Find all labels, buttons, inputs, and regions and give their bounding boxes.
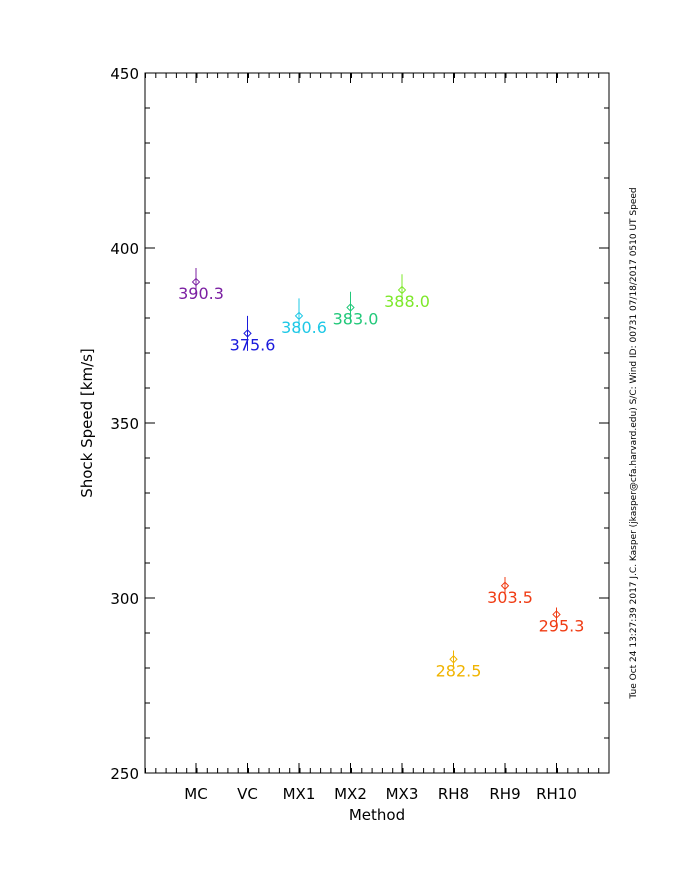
x-tick-label: MX3 [386,785,419,803]
y-axis-label: Shock Speed [km/s] [78,348,96,498]
data-label: 303.5 [487,588,533,607]
data-label: 383.0 [333,310,379,329]
y-tick-label: 300 [110,590,139,608]
plot-frame [144,72,610,774]
data-points: 390.3 375.6 380.6 383.0 388.0 282.5 303.5 295.3 [178,267,585,680]
x-tick-label: MX2 [334,785,367,803]
data-point [449,655,458,664]
x-tick-label: VC [237,785,258,803]
data-point [397,285,407,295]
data-point [552,610,561,619]
y-axis: 250 300 350 400 450 [110,65,609,783]
x-axis: MC VC MX1 MX2 MX3 RH8 RH9 RH10 [145,73,600,803]
data-label: 295.3 [539,616,585,635]
data-label: 390.3 [178,284,224,303]
data-point [500,581,510,590]
y-tick-label: 250 [110,765,139,783]
y-tick-label: 350 [110,415,139,433]
x-tick-label: MC [184,785,207,803]
data-label: 282.5 [436,661,482,680]
x-tick-label: RH8 [438,785,469,803]
data-point [191,277,201,287]
x-tick-label: RH9 [489,785,520,803]
y-tick-label: 450 [110,65,139,83]
side-annotation: Tue Oct 24 13:27:39 2017 J.C. Kasper (jk… [629,187,639,699]
data-label: 375.6 [230,335,276,354]
data-point [243,329,252,338]
data-label: 388.0 [384,292,430,311]
data-point [346,303,355,312]
data-point [294,311,304,321]
x-axis-label: Method [349,806,405,824]
y-tick-label: 400 [110,240,139,258]
data-label: 380.6 [281,318,327,337]
x-tick-label: RH10 [536,785,577,803]
x-tick-label: MX1 [283,785,316,803]
